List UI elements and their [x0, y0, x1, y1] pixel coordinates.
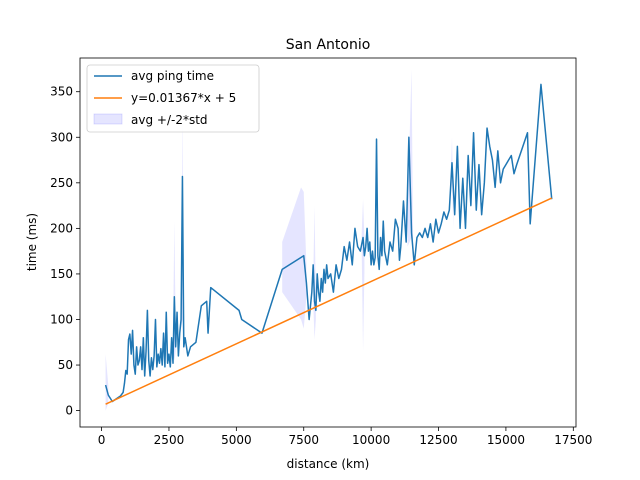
series-line-layer: [104, 83, 553, 405]
x-tick-label: 5000: [221, 433, 252, 447]
legend: avg ping time y=0.01367*x + 5 avg +/-2*s…: [86, 64, 260, 133]
x-tick-label: 0: [98, 433, 106, 447]
x-tick-label: 10000: [352, 433, 390, 447]
plot-frame: [79, 57, 577, 428]
y-axis-label: time (ms): [25, 213, 39, 271]
x-tick-label: 12500: [419, 433, 457, 447]
y-tick-label: 250: [50, 176, 73, 190]
chart-title: San Antonio: [286, 37, 371, 53]
x-axis-ticks: 0 2500 5000 7500 10000 12500 15000 17500: [98, 427, 592, 447]
y-tick-label: 50: [58, 358, 73, 372]
x-tick-label: 15000: [487, 433, 525, 447]
x-tick-label: 7500: [288, 433, 319, 447]
legend-label-std-band: avg +/-2*std: [131, 113, 208, 127]
series-line-avg-ping: [104, 83, 553, 403]
x-tick-label: 2500: [154, 433, 185, 447]
legend-label-avg-ping: avg ping time: [131, 69, 214, 83]
std-band-segment-7: [450, 137, 454, 229]
y-tick-label: 200: [50, 221, 73, 235]
x-tick-label: 17500: [554, 433, 592, 447]
legend-label-fit-line: y=0.01367*x + 5: [131, 91, 236, 105]
y-tick-label: 150: [50, 267, 73, 281]
x-axis-label: distance (km): [287, 457, 370, 471]
y-tick-label: 0: [65, 404, 73, 418]
std-band-segment-3: [282, 187, 307, 329]
y-tick-label: 300: [50, 130, 73, 144]
std-band-segment-0: [105, 354, 109, 411]
series-line-fit: [105, 197, 553, 405]
y-tick-label: 350: [50, 85, 73, 99]
y-tick-label: 100: [50, 312, 73, 326]
legend-box: [86, 64, 260, 133]
y-axis-ticks: 0 50 100 150 200 250 300 350: [50, 85, 80, 418]
legend-swatch-std-band: [93, 113, 123, 125]
